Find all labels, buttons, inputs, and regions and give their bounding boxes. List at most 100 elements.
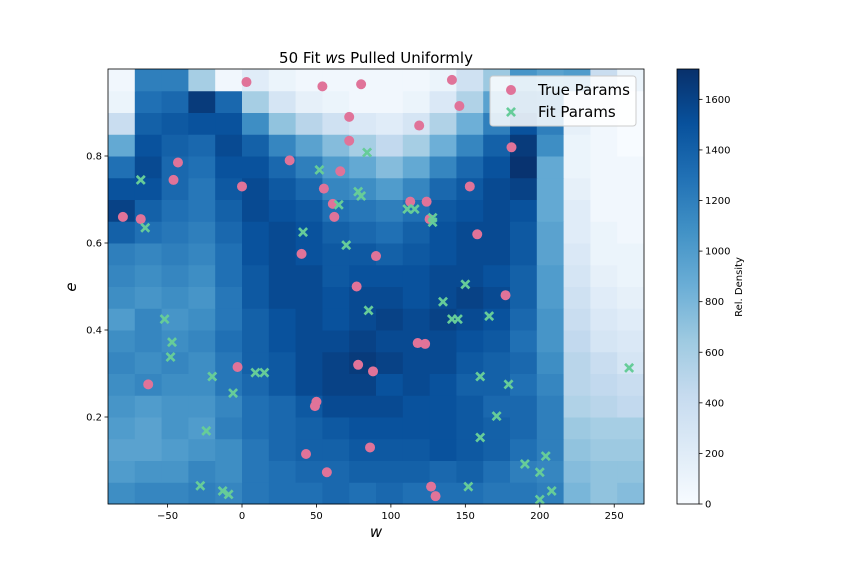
fit-param-point xyxy=(624,362,635,373)
heatmap-cell xyxy=(134,438,163,461)
true-param-point xyxy=(143,379,154,390)
heatmap-cell xyxy=(510,417,538,440)
heatmap-cell xyxy=(483,438,511,461)
heatmap-cell xyxy=(161,286,189,309)
heatmap-cell xyxy=(590,482,618,505)
fit-param-point xyxy=(452,314,463,325)
heatmap-cell xyxy=(161,134,189,157)
fit-param-point xyxy=(546,485,557,496)
true-param-point xyxy=(296,248,307,259)
heatmap-cell xyxy=(536,134,565,157)
x-tick-label: 100 xyxy=(381,511,400,522)
heatmap-cell xyxy=(376,482,404,505)
fit-param-point xyxy=(491,411,502,422)
heatmap-cell xyxy=(188,351,216,374)
heatmap-cell xyxy=(188,112,216,135)
heatmap-cell xyxy=(483,156,511,179)
heatmap-cell xyxy=(376,199,404,222)
heatmap-cell xyxy=(215,395,243,418)
heatmap-cell xyxy=(376,221,404,244)
heatmap-cell xyxy=(215,221,243,244)
fit-param-point xyxy=(475,371,486,382)
true-param-point xyxy=(426,481,437,492)
legend-true-params-label: True Params xyxy=(537,81,630,99)
y-tick-label: 0.6 xyxy=(86,239,102,250)
true-param-point xyxy=(321,467,332,478)
heatmap-cell xyxy=(483,395,511,418)
heatmap-cell xyxy=(268,395,297,418)
colorbar-label: Rel. Density xyxy=(734,257,745,317)
heatmap-cell xyxy=(268,264,297,287)
heatmap-cell xyxy=(108,482,136,505)
heatmap-cell xyxy=(563,264,591,287)
heatmap-cell xyxy=(295,112,323,135)
y-tick-label: 0.4 xyxy=(86,326,102,337)
heatmap-cell xyxy=(456,286,484,309)
heatmap-cell xyxy=(242,156,270,179)
heatmap-cell xyxy=(590,286,618,309)
x-tick-label: 0 xyxy=(239,511,245,522)
heatmap-cell xyxy=(402,264,431,287)
heatmap-cell xyxy=(429,308,457,331)
heatmap-cell xyxy=(188,156,216,179)
heatmap-cell xyxy=(134,308,163,331)
true-param-point xyxy=(335,166,346,177)
heatmap-cell xyxy=(161,460,189,483)
heatmap-cell xyxy=(563,351,591,374)
heatmap-cell xyxy=(161,351,189,374)
heatmap-cell xyxy=(617,243,645,266)
heatmap-cell xyxy=(483,482,511,505)
heatmap-cell xyxy=(563,373,591,396)
heatmap-cell xyxy=(242,482,270,505)
heatmap-cell xyxy=(242,177,270,200)
heatmap-cell xyxy=(295,221,323,244)
heatmap-cell xyxy=(161,199,189,222)
heatmap-cell xyxy=(376,330,404,353)
heatmap-cell xyxy=(456,112,484,135)
chart-title: 50 Fit ws Pulled Uniformly xyxy=(279,49,473,67)
heatmap-cell xyxy=(215,199,243,222)
heatmap-cell xyxy=(268,286,297,309)
true-param-point xyxy=(309,401,320,412)
heatmap-cell xyxy=(295,308,323,331)
heatmap-cell xyxy=(295,134,323,157)
heatmap-cell xyxy=(510,438,538,461)
true-param-point xyxy=(168,174,179,185)
heatmap xyxy=(108,69,645,505)
heatmap-cell xyxy=(268,438,297,461)
heatmap-cell xyxy=(188,90,216,113)
fit-param-point xyxy=(503,379,514,390)
heatmap-cell xyxy=(134,156,163,179)
heatmap-cell xyxy=(483,177,511,200)
true-param-point xyxy=(405,196,416,207)
true-param-point xyxy=(318,183,329,194)
heatmap-cell xyxy=(483,264,511,287)
heatmap-cell xyxy=(563,460,591,483)
y-tick-label: 0.2 xyxy=(86,413,102,424)
heatmap-cell xyxy=(483,417,511,440)
heatmap-cell xyxy=(161,417,189,440)
heatmap-cell xyxy=(617,330,645,353)
heatmap-cell xyxy=(376,395,404,418)
heatmap-cell xyxy=(295,286,323,309)
heatmap-cell xyxy=(590,264,618,287)
colorbar-tick-label: 200 xyxy=(705,449,724,460)
fit-param-point xyxy=(409,204,420,215)
heatmap-cell xyxy=(429,221,457,244)
heatmap-cell xyxy=(563,330,591,353)
heatmap-cell xyxy=(242,330,270,353)
heatmap-cell xyxy=(322,395,350,418)
heatmap-cell xyxy=(590,177,618,200)
heatmap-cell xyxy=(215,112,243,135)
heatmap-cell xyxy=(242,221,270,244)
colorbar xyxy=(676,68,700,505)
heatmap-cell xyxy=(268,482,297,505)
true-param-point xyxy=(365,442,376,453)
fit-param-point xyxy=(540,451,551,462)
heatmap-cell xyxy=(349,417,377,440)
heatmap-cell xyxy=(161,330,189,353)
true-param-point xyxy=(237,181,247,192)
heatmap-cell xyxy=(402,417,431,440)
heatmap-cell xyxy=(349,156,377,179)
